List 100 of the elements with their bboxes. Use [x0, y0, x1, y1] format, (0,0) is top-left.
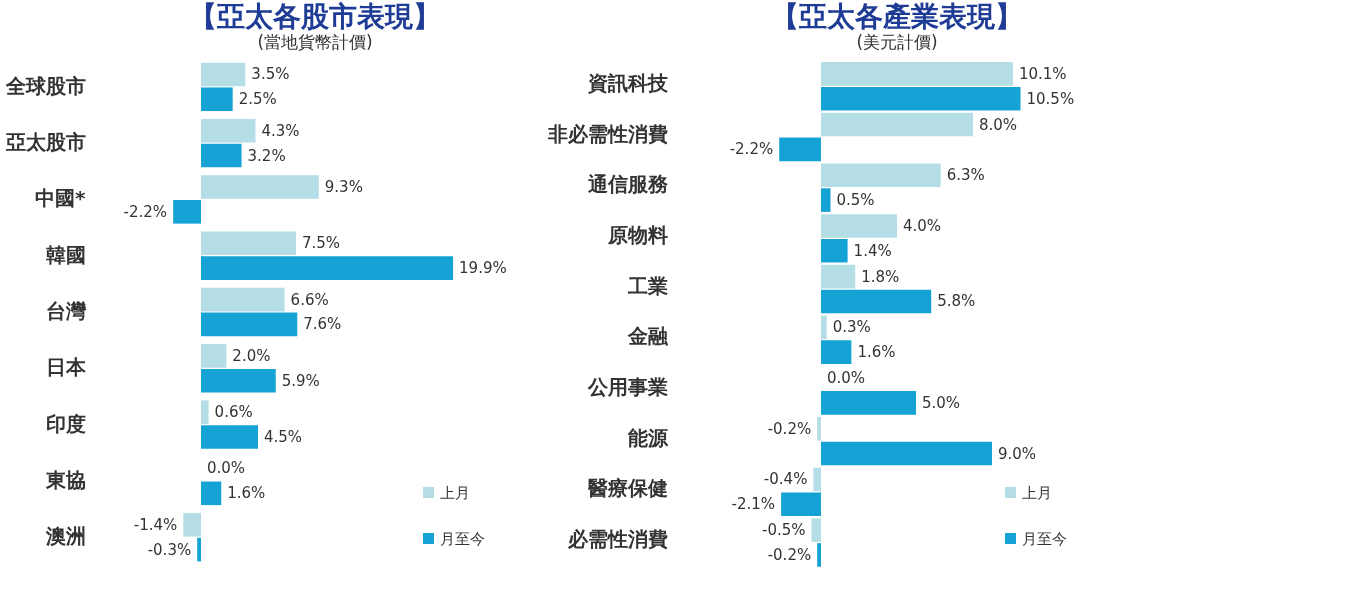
data-label: 4.5% — [264, 428, 303, 446]
bar — [821, 188, 831, 212]
data-label: 9.0% — [998, 444, 1037, 463]
data-label: 3.2% — [247, 146, 286, 165]
data-label: 8.0% — [979, 115, 1018, 134]
data-label: 1.6% — [857, 343, 896, 362]
bar — [201, 143, 242, 168]
y-tick-label: 原物料 — [606, 222, 668, 247]
bar — [201, 175, 319, 199]
bar — [821, 163, 941, 188]
data-label: 1.4% — [853, 241, 892, 260]
bar — [821, 441, 992, 466]
data-label: -0.2% — [767, 545, 812, 564]
y-tick-label: 韓國 — [45, 242, 86, 267]
y-tick-label: 台灣 — [45, 299, 87, 323]
bar — [197, 537, 201, 562]
data-label: 19.9% — [459, 259, 507, 278]
data-label: -0.5% — [761, 521, 806, 540]
data-label: 2.5% — [238, 90, 277, 109]
bar — [201, 481, 222, 506]
y-tick-label: 亞太股市 — [4, 130, 86, 155]
y-tick-label: 金融 — [626, 324, 669, 349]
data-label: 0.6% — [214, 403, 253, 422]
data-label: 9.3% — [324, 178, 363, 196]
bar — [201, 256, 454, 280]
y-tick-label: 日本 — [45, 355, 87, 380]
data-label: 6.3% — [946, 166, 985, 185]
bar — [821, 264, 856, 289]
bar — [821, 112, 973, 137]
y-tick-label: 澳洲 — [44, 524, 86, 549]
data-label: -2.1% — [731, 495, 776, 514]
bar — [821, 340, 852, 364]
legend-label: 上月 — [1022, 483, 1052, 502]
y-tick-label: 非必需性消費 — [546, 121, 668, 146]
bar — [813, 467, 821, 492]
data-label: 4.0% — [903, 216, 942, 235]
bar — [811, 518, 821, 542]
bar — [821, 238, 848, 263]
y-tick-label: 資訊科技 — [586, 70, 669, 95]
data-label: 1.8% — [861, 267, 900, 286]
bar — [821, 214, 897, 238]
data-label: -0.2% — [767, 419, 812, 438]
legend-label: 上月 — [440, 483, 470, 502]
y-tick-label: 通信服務 — [586, 172, 668, 197]
bar — [821, 391, 916, 415]
bar — [183, 512, 201, 537]
data-label: 1.6% — [227, 484, 266, 503]
data-label: 0.0% — [827, 369, 866, 388]
legend-label: 月至今 — [440, 529, 485, 548]
data-label: 10.5% — [1026, 89, 1075, 108]
data-label: 0.3% — [832, 318, 871, 337]
bar — [821, 86, 1021, 111]
bar — [821, 315, 827, 340]
bar — [821, 62, 1013, 86]
data-label: -0.3% — [147, 540, 192, 559]
data-label: 5.9% — [281, 371, 320, 390]
bar — [173, 200, 201, 224]
data-label: 10.1% — [1018, 64, 1067, 83]
bar — [201, 87, 233, 112]
y-tick-label: 全球股市 — [4, 73, 86, 98]
data-label: 5.8% — [937, 292, 976, 311]
data-label: -0.4% — [763, 470, 808, 489]
bar — [201, 400, 209, 424]
data-label: -2.2% — [123, 202, 168, 221]
data-label: 3.5% — [251, 65, 290, 84]
data-label: 5.0% — [922, 393, 961, 412]
data-label: -2.2% — [729, 140, 774, 159]
bar — [781, 492, 821, 517]
chart-subtitle: (當地貨幣計價) — [257, 32, 373, 52]
bar — [201, 312, 298, 337]
y-tick-label: 印度 — [45, 411, 86, 436]
bar — [201, 344, 227, 368]
chart-title: 【亞太各股市表現】 — [189, 0, 441, 33]
bar — [201, 425, 258, 449]
data-label: 2.0% — [232, 346, 271, 365]
bar — [817, 416, 821, 441]
data-label: 0.0% — [207, 459, 246, 478]
y-tick-label: 公用事業 — [586, 375, 668, 400]
chart-subtitle: (美元計價) — [856, 32, 938, 52]
bar — [201, 287, 285, 312]
y-tick-label: 東協 — [44, 467, 86, 492]
data-label: 6.6% — [290, 290, 329, 309]
data-label: 7.5% — [302, 234, 341, 253]
data-label: 4.3% — [261, 121, 300, 140]
bar — [201, 118, 256, 143]
data-label: -1.4% — [133, 515, 178, 534]
bar — [779, 137, 821, 162]
bar — [201, 62, 246, 87]
data-label: 0.5% — [836, 191, 875, 210]
y-tick-label: 能源 — [627, 425, 669, 450]
y-tick-label: 中國* — [35, 186, 87, 211]
y-tick-label: 必需性消費 — [566, 527, 668, 552]
bar — [201, 231, 296, 256]
y-tick-label: 醫療保健 — [587, 476, 668, 501]
bar — [817, 543, 821, 567]
y-tick-label: 工業 — [626, 273, 668, 298]
bar — [201, 368, 276, 393]
data-label: 7.6% — [303, 315, 342, 334]
chart-title: 【亞太各產業表現】 — [771, 0, 1023, 33]
bar — [821, 289, 932, 314]
